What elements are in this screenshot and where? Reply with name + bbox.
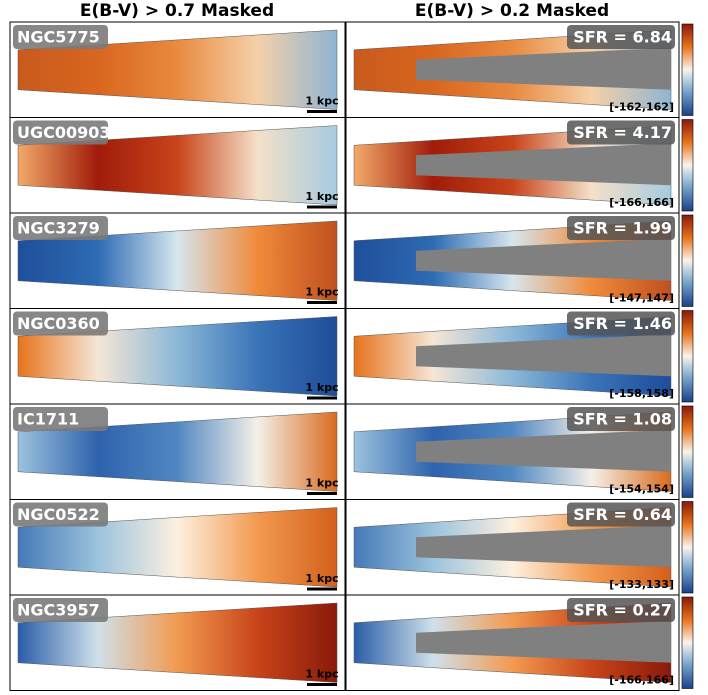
sfr-label: SFR = 1.46 (573, 314, 672, 333)
galaxy-name: NGC0522 (17, 505, 100, 524)
masked-region (416, 334, 671, 377)
colorbar (681, 23, 694, 116)
scale-label: 1 kpc (305, 286, 338, 299)
label-box (13, 311, 108, 336)
column-title: E(B-V) > 0.7 Masked (80, 1, 274, 21)
velocity-map (17, 411, 338, 492)
velocity-range: [-147,147] (609, 292, 674, 305)
galaxy-name: NGC3957 (17, 601, 100, 620)
velocity-map (17, 220, 338, 301)
scale-label: 1 kpc (305, 572, 338, 585)
column-title: E(B-V) > 0.2 Masked (415, 1, 609, 21)
galaxy-name: IC1711 (17, 410, 79, 429)
masked-region (416, 525, 671, 568)
label-box (567, 407, 675, 431)
scale-label: 1 kpc (305, 668, 338, 681)
label-box (13, 216, 108, 240)
velocity-map (17, 602, 338, 683)
sfr-label: SFR = 0.27 (573, 601, 672, 620)
velocity-range: [-158,158] (609, 387, 674, 400)
label-box (567, 502, 675, 527)
velocity-range: [-154,154] (609, 483, 674, 496)
label-box (567, 598, 675, 622)
velocity-range: [-166,166] (609, 196, 674, 209)
velocity-map (17, 507, 338, 588)
galaxy-name: NGC0360 (17, 314, 100, 333)
galaxy-name: UGC00903 (17, 123, 111, 142)
masked-region (416, 238, 671, 281)
masked-region (416, 429, 671, 472)
colorbar (681, 405, 694, 498)
masked-region (416, 47, 671, 90)
scale-label: 1 kpc (305, 477, 338, 490)
sfr-label: SFR = 1.99 (573, 219, 672, 238)
label-box (567, 25, 675, 49)
masked-region (416, 143, 671, 186)
scale-label: 1 kpc (305, 190, 338, 203)
colorbar (681, 310, 694, 403)
label-box (567, 311, 675, 336)
velocity-range: [-133,133] (609, 578, 674, 591)
sfr-label: SFR = 6.84 (573, 28, 672, 47)
velocity-map (17, 125, 338, 206)
scale-label: 1 kpc (305, 381, 338, 394)
label-box (13, 598, 108, 622)
velocity-map (17, 29, 338, 110)
label-box (13, 502, 108, 527)
masked-region (416, 620, 671, 663)
colorbar (681, 119, 694, 212)
label-box (13, 25, 108, 49)
velocity-range: [-166,166] (609, 674, 674, 687)
colorbar (681, 501, 694, 594)
label-box (13, 120, 108, 145)
sfr-label: SFR = 1.08 (573, 410, 672, 429)
scale-label: 1 kpc (305, 95, 338, 108)
velocity-range: [-162,162] (609, 101, 674, 114)
colorbar (681, 596, 694, 689)
sfr-label: SFR = 0.64 (573, 505, 672, 524)
colorbar (681, 214, 694, 307)
sfr-label: SFR = 4.17 (573, 123, 672, 142)
galaxy-name: NGC3279 (17, 219, 100, 238)
velocity-map (17, 316, 338, 397)
label-box (567, 216, 675, 240)
label-box (13, 407, 108, 431)
galaxy-name: NGC5775 (17, 28, 100, 47)
label-box (567, 120, 675, 145)
